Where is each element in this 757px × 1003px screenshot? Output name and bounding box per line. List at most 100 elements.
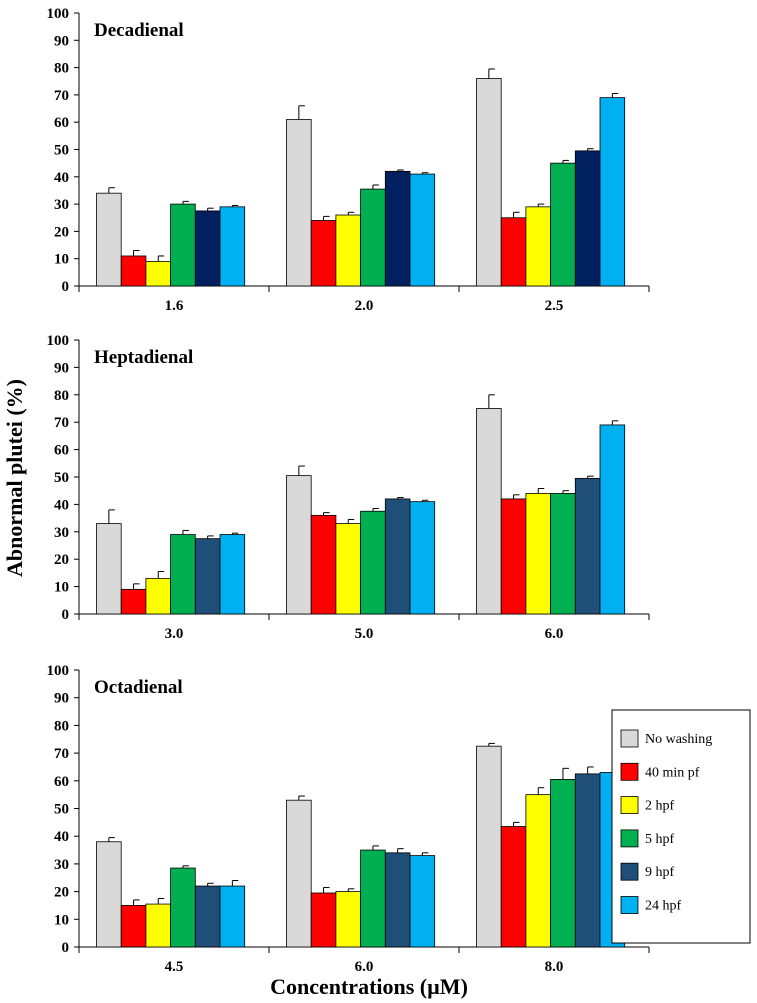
x-tick-label: 2.5 (545, 298, 564, 314)
y-tick-label: 70 (54, 415, 69, 431)
bar-5-hpf-4.5 (170, 867, 196, 948)
y-tick-label: 90 (54, 691, 69, 707)
y-tick-label: 60 (54, 115, 69, 131)
y-tick-label: 0 (62, 279, 70, 295)
y-tick-label: 50 (54, 143, 69, 159)
bar-24-hpf-2.5 (599, 97, 626, 287)
panel-title: Heptadienal (94, 347, 193, 368)
bar-no-washing-2.5 (476, 78, 502, 287)
bar-9-hpf-6.0 (384, 852, 411, 948)
bar-40-min-pf-2.5 (500, 217, 527, 287)
y-tick-label: 30 (54, 857, 69, 873)
legend-label: No washing (645, 732, 712, 747)
bar-9-hpf-5.0 (384, 498, 411, 615)
bar-2-hpf-2.0 (335, 214, 361, 287)
y-tick-label: 40 (54, 170, 69, 186)
x-axis-title: Concentrations (µM) (270, 974, 468, 999)
bar-40-min-pf-6.0 (310, 892, 337, 948)
bar-9-hpf-8.0 (574, 773, 601, 948)
bar-9-hpf-2.5 (574, 150, 601, 287)
y-tick-label: 70 (54, 746, 69, 762)
bar-5-hpf-2.5 (550, 162, 576, 287)
y-tick-label: 20 (54, 552, 69, 568)
x-tick-label: 8.0 (545, 959, 564, 975)
bar-24-hpf-3.0 (219, 534, 246, 615)
bar-24-hpf-1.6 (219, 206, 246, 287)
bar-9-hpf-4.5 (194, 885, 221, 948)
y-tick-label: 0 (62, 940, 70, 956)
bar-9-hpf-2.0 (384, 170, 411, 287)
y-tick-label: 40 (54, 829, 69, 845)
chart-panel-2: 0 10 20 30 40 50 60 70 80 90 100 3.0 5.0 6.0 Heptadien… (47, 333, 650, 642)
y-tick-label: 10 (54, 912, 69, 928)
bar-5-hpf-6.0 (360, 849, 386, 948)
y-tick-label: 0 (62, 607, 70, 623)
y-tick-label: 10 (54, 252, 69, 268)
legend: No washing 40 min pf 2 hpf 5 hpf 9 hpf 24 hpf (611, 709, 751, 944)
bar-2-hpf-3.0 (145, 577, 171, 615)
y-tick-label: 80 (54, 61, 69, 77)
legend-label: 5 hpf (645, 832, 675, 847)
y-tick-label: 40 (54, 497, 69, 513)
y-tick-label: 20 (54, 224, 69, 240)
bar-2-hpf-1.6 (145, 261, 171, 287)
bar-5-hpf-1.6 (170, 203, 196, 287)
bar-2-hpf-4.5 (145, 903, 171, 948)
legend-swatch (620, 796, 639, 814)
y-tick-label: 10 (54, 580, 69, 596)
y-tick-label: 80 (54, 718, 69, 734)
x-tick-label: 1.6 (165, 298, 184, 314)
x-tick-label: 5.0 (355, 626, 374, 642)
bar-no-washing-5.0 (286, 475, 312, 615)
bar-24-hpf-2.0 (409, 173, 436, 287)
bar-2-hpf-6.0 (525, 493, 552, 615)
legend-label: 9 hpf (645, 865, 675, 880)
y-axis-title: Abnormal plutei (%) (2, 379, 27, 577)
bar-5-hpf-6.0 (550, 493, 576, 615)
bar-40-min-pf-3.0 (120, 588, 147, 615)
bar-5-hpf-8.0 (550, 779, 576, 948)
panel-title: Octadienal (94, 677, 183, 698)
bar-5-hpf-3.0 (170, 534, 196, 615)
bar-40-min-pf-1.6 (120, 255, 147, 287)
legend-swatch (620, 762, 639, 781)
bar-5-hpf-2.0 (360, 188, 386, 287)
chart-panel-1: 0 10 20 30 40 50 60 70 80 90 100 1.6 2.0 2.5 Decadiena… (47, 6, 650, 314)
y-tick-label: 100 (47, 6, 70, 22)
y-tick-label: 50 (54, 802, 69, 818)
y-tick-label: 30 (54, 197, 69, 213)
bar-40-min-pf-5.0 (310, 514, 337, 615)
legend-swatch (620, 829, 639, 848)
bar-2-hpf-6.0 (335, 891, 361, 948)
y-tick-label: 90 (54, 360, 69, 376)
x-tick-label: 6.0 (355, 959, 374, 975)
bar-9-hpf-3.0 (194, 538, 221, 615)
legend-swatch (620, 896, 639, 914)
bar-no-washing-6.0 (476, 408, 502, 615)
bar-40-min-pf-6.0 (500, 498, 527, 615)
x-tick-label: 6.0 (545, 626, 564, 642)
y-tick-label: 80 (54, 388, 69, 404)
y-tick-label: 90 (54, 33, 69, 49)
bar-no-washing-1.6 (96, 192, 122, 287)
y-tick-label: 30 (54, 525, 69, 541)
panel-title: Decadienal (94, 20, 184, 41)
y-tick-label: 60 (54, 774, 69, 790)
bar-no-washing-3.0 (96, 523, 122, 615)
bar-5-hpf-5.0 (360, 510, 386, 615)
x-tick-label: 4.5 (165, 959, 184, 975)
bar-2-hpf-8.0 (525, 794, 552, 948)
legend-label: 2 hpf (645, 799, 675, 814)
x-tick-label: 3.0 (165, 626, 184, 642)
y-tick-label: 100 (47, 663, 70, 679)
bar-2-hpf-5.0 (335, 523, 361, 615)
x-tick-label: 2.0 (355, 298, 374, 314)
bar-40-min-pf-2.0 (310, 220, 337, 287)
bar-no-washing-4.5 (96, 841, 122, 948)
y-tick-label: 50 (54, 470, 69, 486)
bar-2-hpf-2.5 (525, 206, 552, 287)
bar-24-hpf-6.0 (409, 855, 436, 948)
bar-24-hpf-5.0 (409, 501, 436, 615)
bar-no-washing-2.0 (286, 119, 312, 287)
